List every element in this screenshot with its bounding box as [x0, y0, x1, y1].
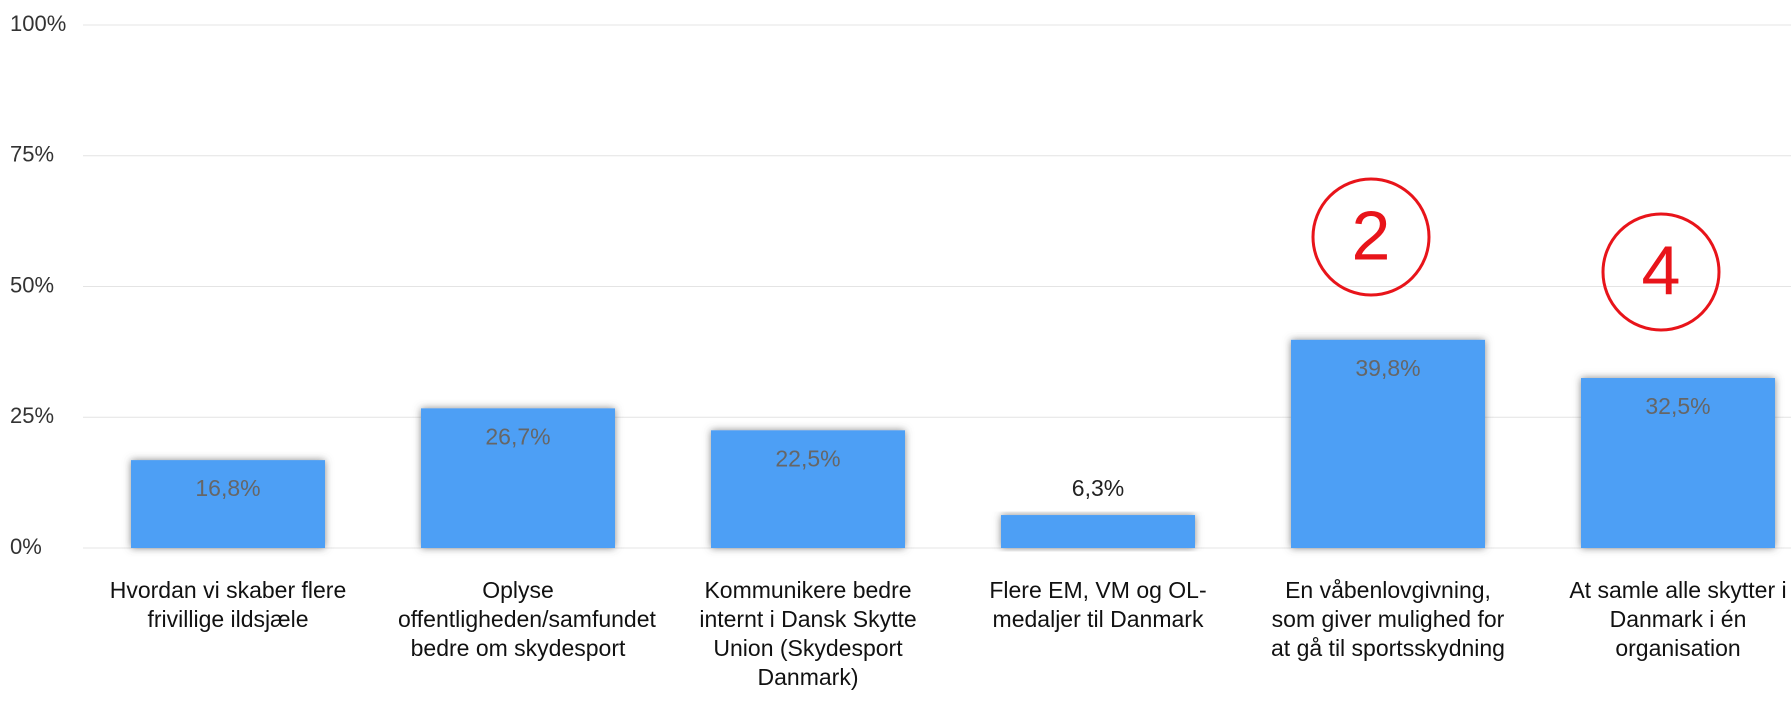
bar: [1581, 378, 1775, 548]
annotation: 2: [1311, 177, 1431, 297]
annotation: 4: [1601, 212, 1721, 332]
annotation-text: 4: [1642, 231, 1681, 309]
value-label: 6,3%: [1072, 475, 1124, 501]
annotation-circle: [1601, 212, 1721, 332]
value-label: 16,8%: [195, 475, 260, 501]
annotation-text: 2: [1352, 196, 1391, 274]
y-tick-label: 0%: [10, 534, 42, 559]
x-tick-label: Kommunikere bedre internt i Dansk Skytte…: [699, 577, 917, 690]
value-label: 32,5%: [1645, 393, 1710, 419]
x-tick-label: Oplyse offentligheden/samfundet bedre om…: [398, 577, 656, 661]
value-label: 39,8%: [1355, 355, 1420, 381]
bar: [421, 408, 615, 548]
annotation-circle: [1311, 177, 1431, 297]
bar: [1001, 515, 1195, 548]
x-tick-label: Hvordan vi skaber flere frivillige ildsj…: [109, 577, 347, 632]
x-tick-label: En våbenlovgivning, som giver mulighed f…: [1271, 577, 1505, 661]
value-label: 22,5%: [775, 445, 840, 471]
x-tick-label: Flere EM, VM og OL-medaljer til Danmark: [989, 577, 1207, 632]
bar: [711, 430, 905, 548]
bar: [1291, 339, 1485, 548]
y-tick-label: 75%: [10, 142, 54, 167]
bar: [131, 460, 325, 548]
value-label: 26,7%: [485, 423, 550, 449]
x-tick-label: At samle alle skytter i Danmark i én org…: [1569, 577, 1787, 661]
y-tick-label: 100%: [10, 11, 66, 36]
y-tick-label: 25%: [10, 403, 54, 428]
y-tick-label: 50%: [10, 272, 54, 297]
